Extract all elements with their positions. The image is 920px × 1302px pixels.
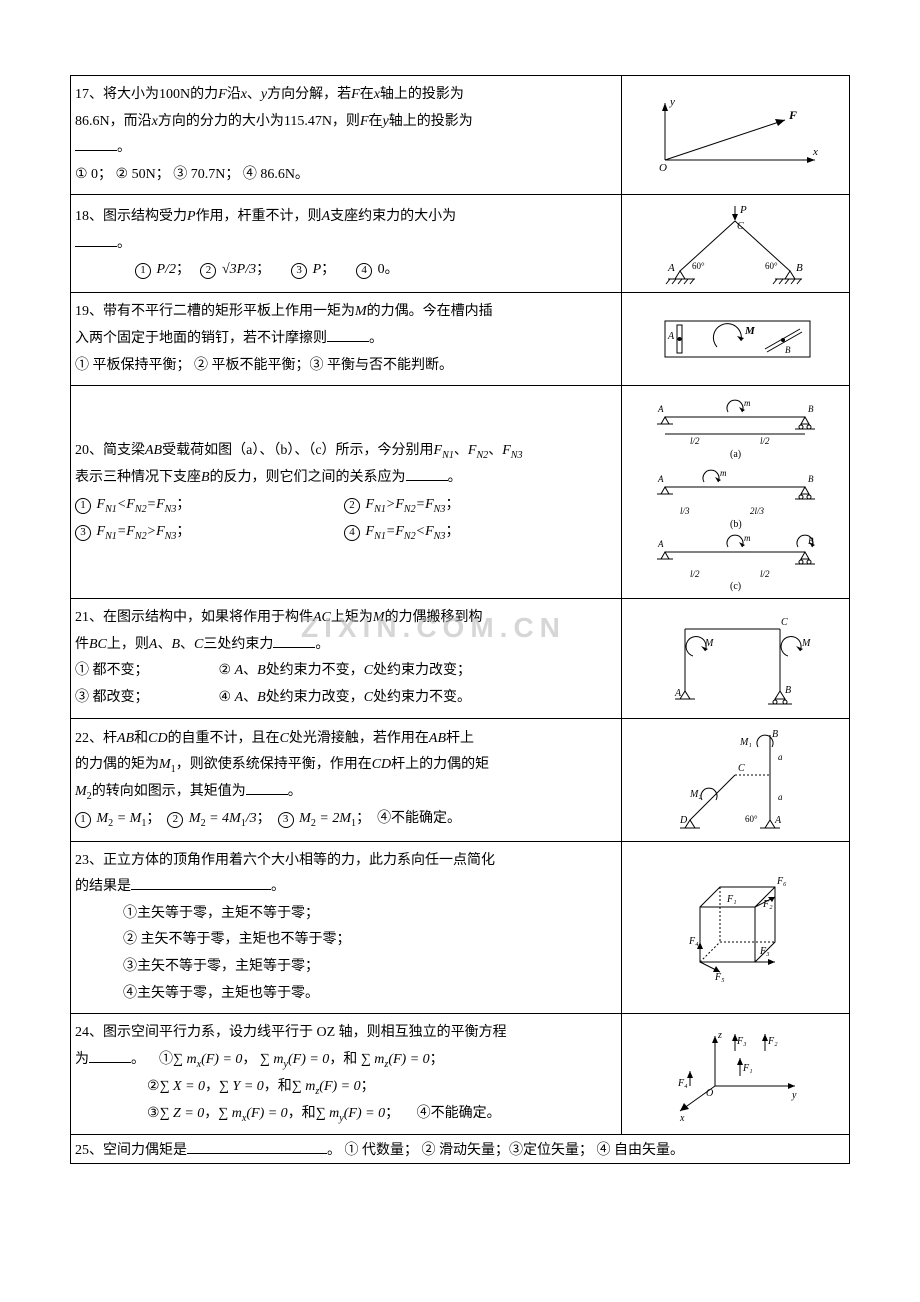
svg-text:(c): (c) xyxy=(730,581,741,592)
q20-blank[interactable] xyxy=(406,466,448,481)
svg-text:F₃: F₃ xyxy=(759,946,770,957)
svg-text:l/2: l/2 xyxy=(760,569,770,579)
q22-blank[interactable] xyxy=(246,780,288,795)
q25-text: 25、空间力偶矩是。 ① 代数量； ② 滑动矢量；③定位矢量； ④ 自由矢量。 xyxy=(71,1134,850,1163)
q19-text: 19、带有不平行二槽的矩形平板上作用一矩为M的力偶。今在槽内插 入两个固定于地面… xyxy=(71,293,622,386)
q24-figure: z y x O F₄ F₁ F₃ F₂ xyxy=(621,1014,849,1134)
q17-text: 17、将大小为100N的力F沿x、y方向分解，若F在x轴上的投影为 86.6N，… xyxy=(71,76,622,195)
svg-text:F₄: F₄ xyxy=(688,936,699,947)
svg-text:y: y xyxy=(791,1090,797,1101)
svg-text:x: x xyxy=(812,146,818,158)
q22-figure: B M₁ C M₂ D A 60° a a xyxy=(621,718,849,841)
svg-text:F₁: F₁ xyxy=(742,1063,753,1074)
svg-text:A: A xyxy=(657,474,664,484)
svg-text:M₁: M₁ xyxy=(739,737,752,748)
svg-text:F₅: F₅ xyxy=(714,972,725,982)
q17-figure: y x O F xyxy=(621,76,849,195)
svg-text:A: A xyxy=(674,688,682,699)
q22-text: 22、杆AB和CD的自重不计，且在C处光滑接触，若作用在AB杆上 的力偶的矩为M… xyxy=(71,718,622,841)
q23-figure: F₆ F₁ F₂ F₄ F₃ F₅ xyxy=(621,841,849,1014)
svg-text:a: a xyxy=(778,752,783,762)
q21-figure: A B C M M xyxy=(621,599,849,718)
svg-text:B: B xyxy=(808,474,814,484)
svg-text:z: z xyxy=(717,1030,722,1041)
q25-blank[interactable] xyxy=(187,1139,327,1154)
svg-text:A: A xyxy=(657,404,664,414)
q19-figure: A M B xyxy=(621,293,849,386)
svg-text:C: C xyxy=(737,221,744,232)
svg-text:F₂: F₂ xyxy=(767,1036,778,1047)
svg-text:F₂: F₂ xyxy=(762,899,773,910)
svg-text:P: P xyxy=(739,204,747,216)
q21-text: ZIXIN.COM.CN 21、在图示结构中，如果将作用于构件AC上矩为M的力偶… xyxy=(71,599,622,718)
q17-options: ① 0； ② 50N； ③ 70.7N； ④ 86.6N。 xyxy=(75,167,309,182)
q19-blank[interactable] xyxy=(327,327,369,342)
svg-text:O: O xyxy=(659,162,667,174)
q23-text: 23、正立方体的顶角作用着六个大小相等的力，此力系向任一点简化 的结果是。 ①主… xyxy=(71,841,622,1014)
q18-text: 18、图示结构受力P作用，杆重不计，则A支座约束力的大小为 。 1 P/2； 2… xyxy=(71,195,622,293)
svg-text:A: A xyxy=(667,331,675,342)
svg-text:A: A xyxy=(774,815,782,826)
svg-text:60°: 60° xyxy=(745,814,758,824)
svg-text:l/3: l/3 xyxy=(680,506,690,516)
svg-text:2l/3: 2l/3 xyxy=(750,506,765,516)
svg-text:(a): (a) xyxy=(730,449,741,460)
svg-text:B: B xyxy=(785,345,791,355)
svg-text:M₂: M₂ xyxy=(689,789,702,800)
svg-text:x: x xyxy=(679,1113,685,1121)
svg-text:B: B xyxy=(808,404,814,414)
svg-text:m: m xyxy=(720,468,727,478)
q24-text: 24、图示空间平行力系，设力线平行于 OZ 轴，则相互独立的平衡方程 为。 ①∑… xyxy=(71,1014,622,1134)
svg-text:C: C xyxy=(781,617,788,628)
svg-text:F₁: F₁ xyxy=(726,894,737,905)
q24-blank[interactable] xyxy=(89,1048,131,1063)
svg-text:l/2: l/2 xyxy=(760,436,770,446)
svg-text:A: A xyxy=(667,262,675,274)
svg-text:B: B xyxy=(785,685,791,696)
q23-blank[interactable] xyxy=(131,875,271,890)
q18-blank[interactable] xyxy=(75,232,117,247)
q17-blank[interactable] xyxy=(75,136,117,151)
svg-text:M: M xyxy=(704,638,714,649)
q20-text: 20、简支梁AB受载荷如图（a）、（b）、（c）所示，今分别用FN1、FN2、F… xyxy=(71,386,622,599)
svg-text:M: M xyxy=(801,638,811,649)
svg-text:F₃: F₃ xyxy=(736,1036,747,1047)
svg-text:F: F xyxy=(788,108,797,122)
svg-text:60°: 60° xyxy=(765,261,778,271)
svg-text:a: a xyxy=(778,792,783,802)
q19-options: ① 平板保持平衡； ② 平板不能平衡；③ 平衡与否不能判断。 xyxy=(75,358,453,373)
q21-blank[interactable] xyxy=(273,633,315,648)
svg-text:O: O xyxy=(706,1088,713,1099)
svg-text:D: D xyxy=(679,815,688,826)
svg-text:M: M xyxy=(744,325,756,337)
svg-text:m: m xyxy=(744,398,751,408)
q20-figure: A B m l/2 l/2 (a) A B m l/3 2l/3 (b) A B… xyxy=(621,386,849,599)
svg-text:y: y xyxy=(669,96,675,108)
svg-text:m: m xyxy=(744,533,751,543)
svg-text:F₆: F₆ xyxy=(776,876,787,887)
svg-text:(b): (b) xyxy=(730,519,742,530)
svg-text:B: B xyxy=(772,729,778,740)
svg-text:l/2: l/2 xyxy=(690,436,700,446)
svg-text:C: C xyxy=(738,763,745,774)
svg-text:F₄: F₄ xyxy=(677,1078,688,1089)
q18-figure: P C A B 60° 60° xyxy=(621,195,849,293)
svg-text:A: A xyxy=(657,539,664,549)
svg-text:60°: 60° xyxy=(692,261,705,271)
svg-text:B: B xyxy=(808,536,814,546)
svg-text:l/2: l/2 xyxy=(690,569,700,579)
svg-text:B: B xyxy=(796,262,803,274)
